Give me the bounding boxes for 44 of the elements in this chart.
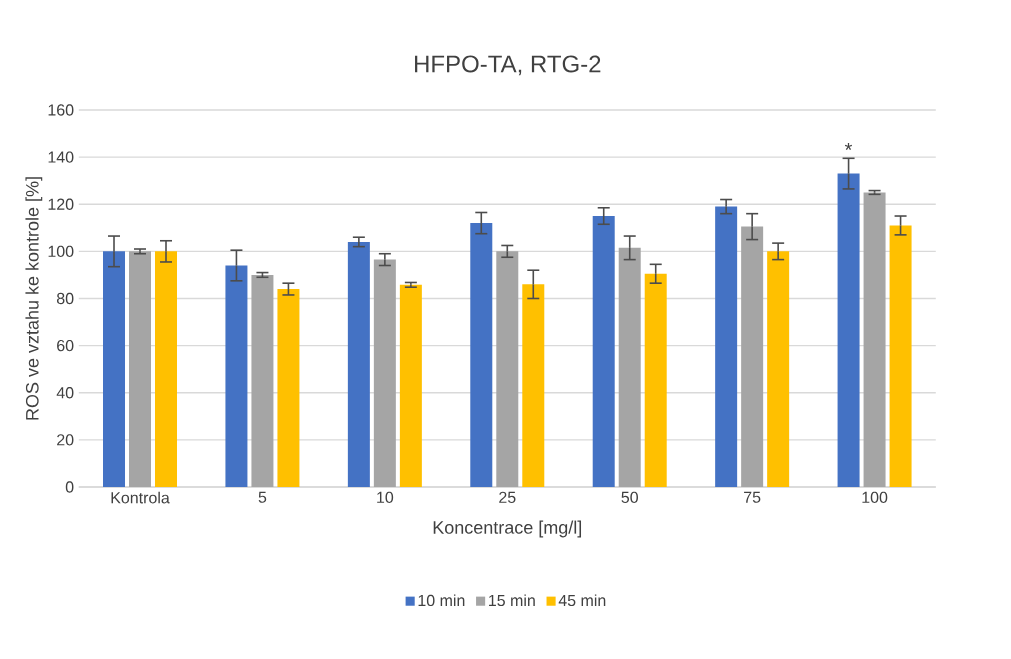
bar [863, 192, 886, 487]
bar [837, 173, 860, 487]
bar [644, 273, 667, 487]
x-tick-label: 50 [621, 491, 638, 504]
x-tick-label: 25 [499, 491, 516, 504]
bar [496, 251, 519, 487]
bar [129, 251, 152, 487]
x-tick-label: 5 [258, 491, 267, 503]
bar [715, 206, 738, 487]
y-tick-label: 120 [48, 198, 74, 210]
bar [522, 284, 545, 487]
x-tick-label: 75 [744, 491, 761, 503]
x-tick-label: 100 [862, 491, 888, 504]
x-axis-title: Koncentrace [mg/l] [433, 520, 582, 538]
bar [373, 259, 396, 487]
x-tick-label: Kontrola [111, 491, 170, 504]
bar [277, 289, 300, 487]
bar [592, 216, 615, 487]
bar [470, 223, 493, 487]
y-tick-label: 80 [56, 292, 74, 305]
legend-label: 15 min [489, 594, 535, 607]
bar [103, 251, 126, 487]
annotation: * [844, 142, 853, 150]
x-tick-label: 10 [377, 491, 394, 504]
y-tick-label: 0 [65, 481, 74, 493]
bar [225, 265, 248, 487]
bar [889, 225, 912, 487]
legend-label: 45 min [558, 594, 606, 607]
y-tick-label: 100 [48, 245, 74, 258]
bar [155, 251, 177, 487]
y-tick-label: 20 [57, 434, 74, 446]
y-axis-title: ROS ve vztahu ke kontrole [%] [25, 177, 43, 420]
bar [741, 226, 764, 487]
bar [251, 274, 274, 487]
bar [618, 247, 641, 487]
bar [347, 241, 370, 487]
bar [399, 284, 422, 487]
y-tick-label: 140 [48, 151, 74, 163]
y-tick-label: 60 [57, 339, 74, 352]
y-tick-label: 160 [48, 104, 74, 116]
legend-label: 10 min [418, 594, 465, 607]
bar [767, 251, 790, 487]
y-tick-label: 40 [56, 387, 74, 399]
chart-title: HFPO-TA, RTG-2 [415, 55, 601, 76]
